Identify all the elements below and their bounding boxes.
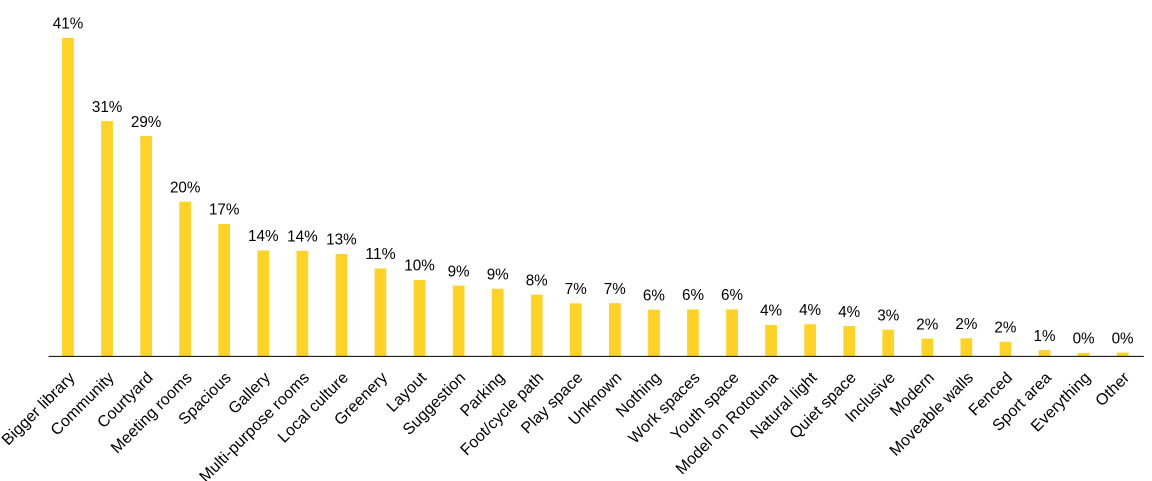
svg-text:7%: 7% (565, 281, 587, 298)
svg-text:14%: 14% (248, 228, 279, 245)
svg-text:6%: 6% (643, 287, 665, 304)
svg-text:13%: 13% (326, 232, 357, 249)
svg-text:2%: 2% (916, 316, 938, 333)
svg-text:4%: 4% (799, 302, 821, 319)
svg-text:8%: 8% (526, 272, 548, 289)
svg-text:29%: 29% (131, 114, 162, 131)
svg-text:1%: 1% (1034, 328, 1056, 345)
svg-text:14%: 14% (287, 229, 318, 246)
svg-text:31%: 31% (92, 99, 123, 116)
svg-text:2%: 2% (994, 320, 1016, 337)
svg-text:4%: 4% (760, 303, 782, 320)
svg-text:2%: 2% (955, 316, 977, 333)
svg-text:0%: 0% (1112, 330, 1134, 347)
svg-text:6%: 6% (682, 287, 704, 304)
svg-text:3%: 3% (877, 307, 899, 324)
svg-text:41%: 41% (53, 16, 84, 33)
svg-text:0%: 0% (1073, 331, 1095, 348)
svg-text:17%: 17% (209, 202, 240, 219)
svg-text:10%: 10% (404, 258, 435, 275)
svg-text:7%: 7% (604, 281, 626, 298)
svg-text:6%: 6% (721, 287, 743, 304)
svg-text:11%: 11% (365, 246, 396, 263)
svg-text:4%: 4% (838, 304, 860, 321)
svg-text:9%: 9% (448, 263, 470, 280)
svg-text:9%: 9% (487, 267, 509, 284)
svg-text:20%: 20% (170, 179, 201, 196)
svg-text:Other: Other (1093, 369, 1134, 410)
